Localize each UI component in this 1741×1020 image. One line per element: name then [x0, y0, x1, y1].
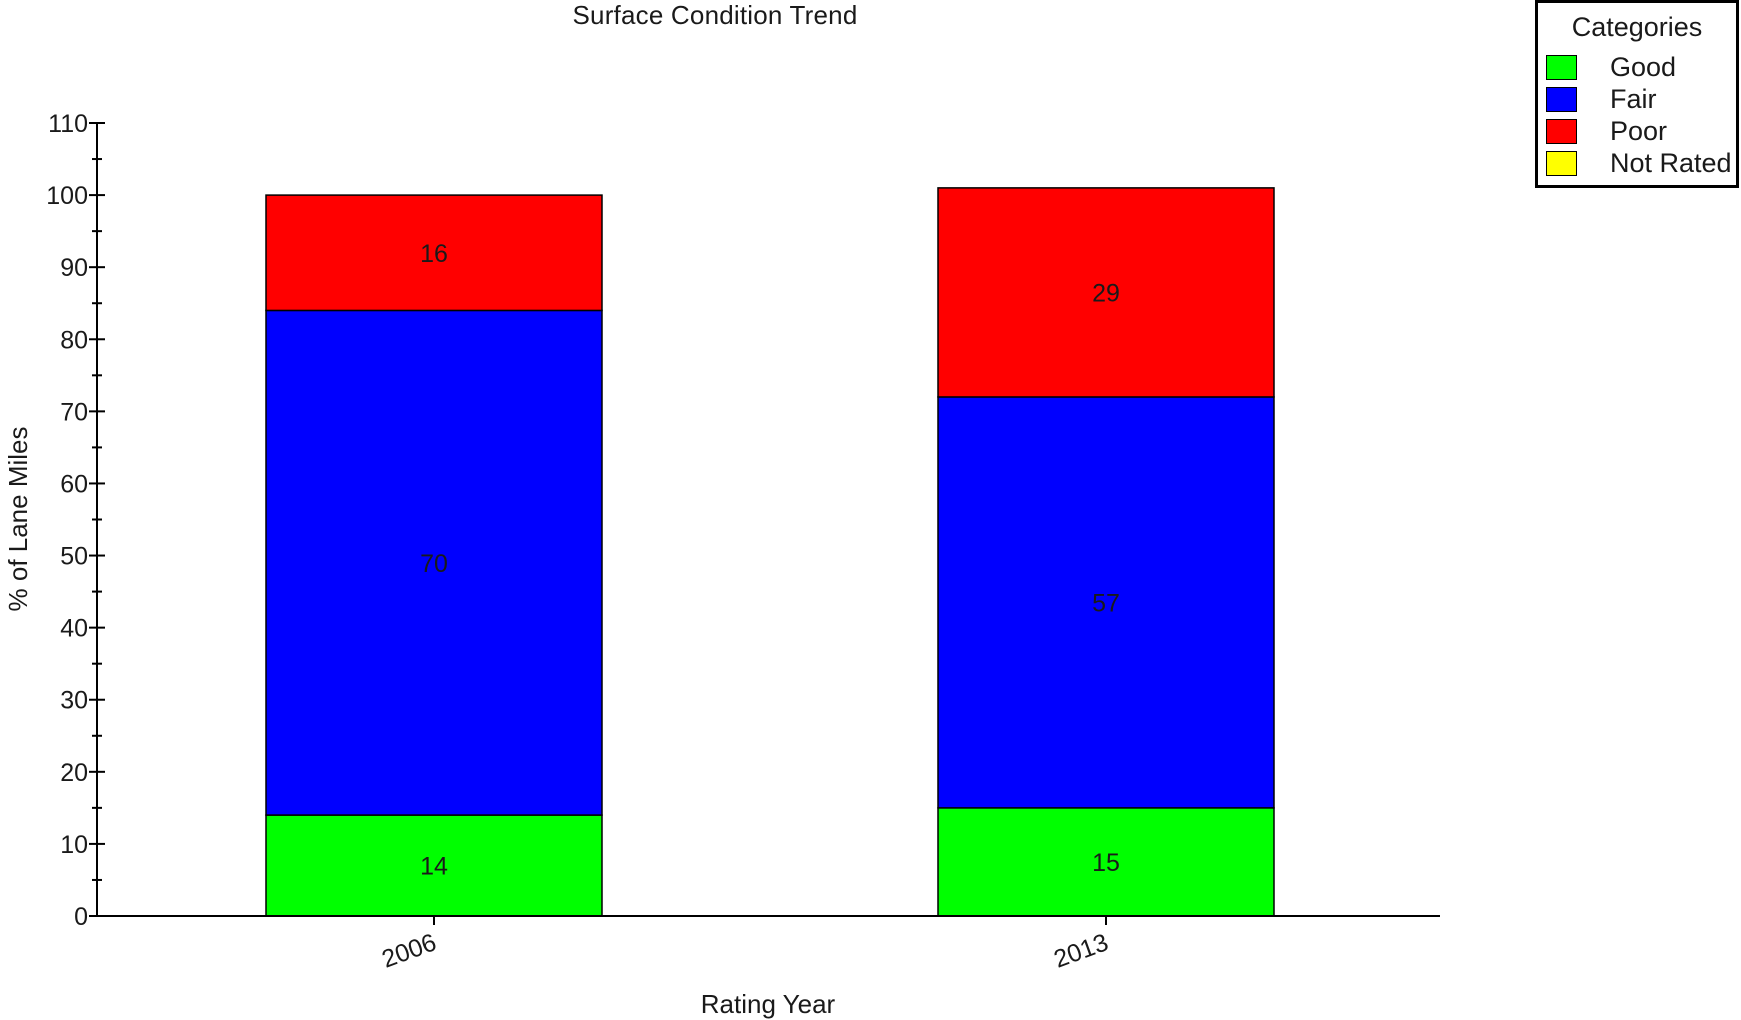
y-tick-label-90: 90: [60, 254, 88, 282]
data-label-2006-fair: 70: [420, 550, 448, 578]
legend-swatch-good: [1546, 54, 1577, 80]
y-tick-label-20: 20: [60, 759, 88, 787]
x-axis-title: Rating Year: [701, 989, 836, 1019]
data-label-2006-good: 14: [420, 853, 448, 881]
legend-swatch-fair: [1546, 86, 1577, 112]
bar-2013-good: [937, 807, 1275, 917]
legend-label-good: Good: [1610, 51, 1677, 82]
legend-label-fair: Fair: [1610, 83, 1657, 114]
chart-title: Surface Condition Trend: [572, 0, 858, 30]
legend-label-poor: Poor: [1610, 115, 1668, 146]
y-tick-label-10: 10: [60, 831, 88, 859]
legend: Categories Good Fair Poor Not Rated: [1535, 0, 1739, 188]
bar-2013-fair: [937, 396, 1275, 809]
y-tick-label-80: 80: [60, 326, 88, 354]
y-tick-label-50: 50: [60, 543, 88, 571]
x-tick-label-2013: 2013: [1050, 928, 1112, 973]
legend-title: Categories: [1571, 12, 1703, 42]
y-tick-label-0: 0: [74, 903, 88, 931]
y-axis-title: % of Lane Miles: [3, 427, 33, 612]
legend-item-fair: Fair: [1546, 83, 1732, 115]
legend-swatch-not-rated: [1546, 150, 1577, 176]
data-label-2006-poor: 16: [420, 240, 448, 268]
legend-item-good: Good: [1546, 51, 1732, 83]
data-label-2013-good: 15: [1092, 849, 1120, 877]
y-tick-label-70: 70: [60, 398, 88, 426]
bar-2006-poor: [265, 194, 603, 312]
legend-item-not-rated: Not Rated: [1546, 147, 1732, 179]
legend-item-poor: Poor: [1546, 115, 1732, 147]
legend-swatch-poor: [1546, 118, 1577, 144]
data-label-2013-fair: 57: [1092, 589, 1120, 617]
bar-2013-poor: [937, 187, 1275, 398]
data-label-2013-poor: 29: [1092, 279, 1120, 307]
y-tick-label-100: 100: [46, 182, 88, 210]
legend-items: Good Fair Poor Not Rated: [1546, 51, 1732, 179]
bar-2006-good: [265, 814, 603, 917]
y-tick-label-40: 40: [60, 615, 88, 643]
legend-label-not-rated: Not Rated: [1610, 147, 1732, 178]
y-tick-label-30: 30: [60, 687, 88, 715]
y-tick-label-60: 60: [60, 470, 88, 498]
y-tick-label-110: 110: [48, 110, 88, 138]
x-tick-label-2006: 2006: [378, 928, 440, 973]
